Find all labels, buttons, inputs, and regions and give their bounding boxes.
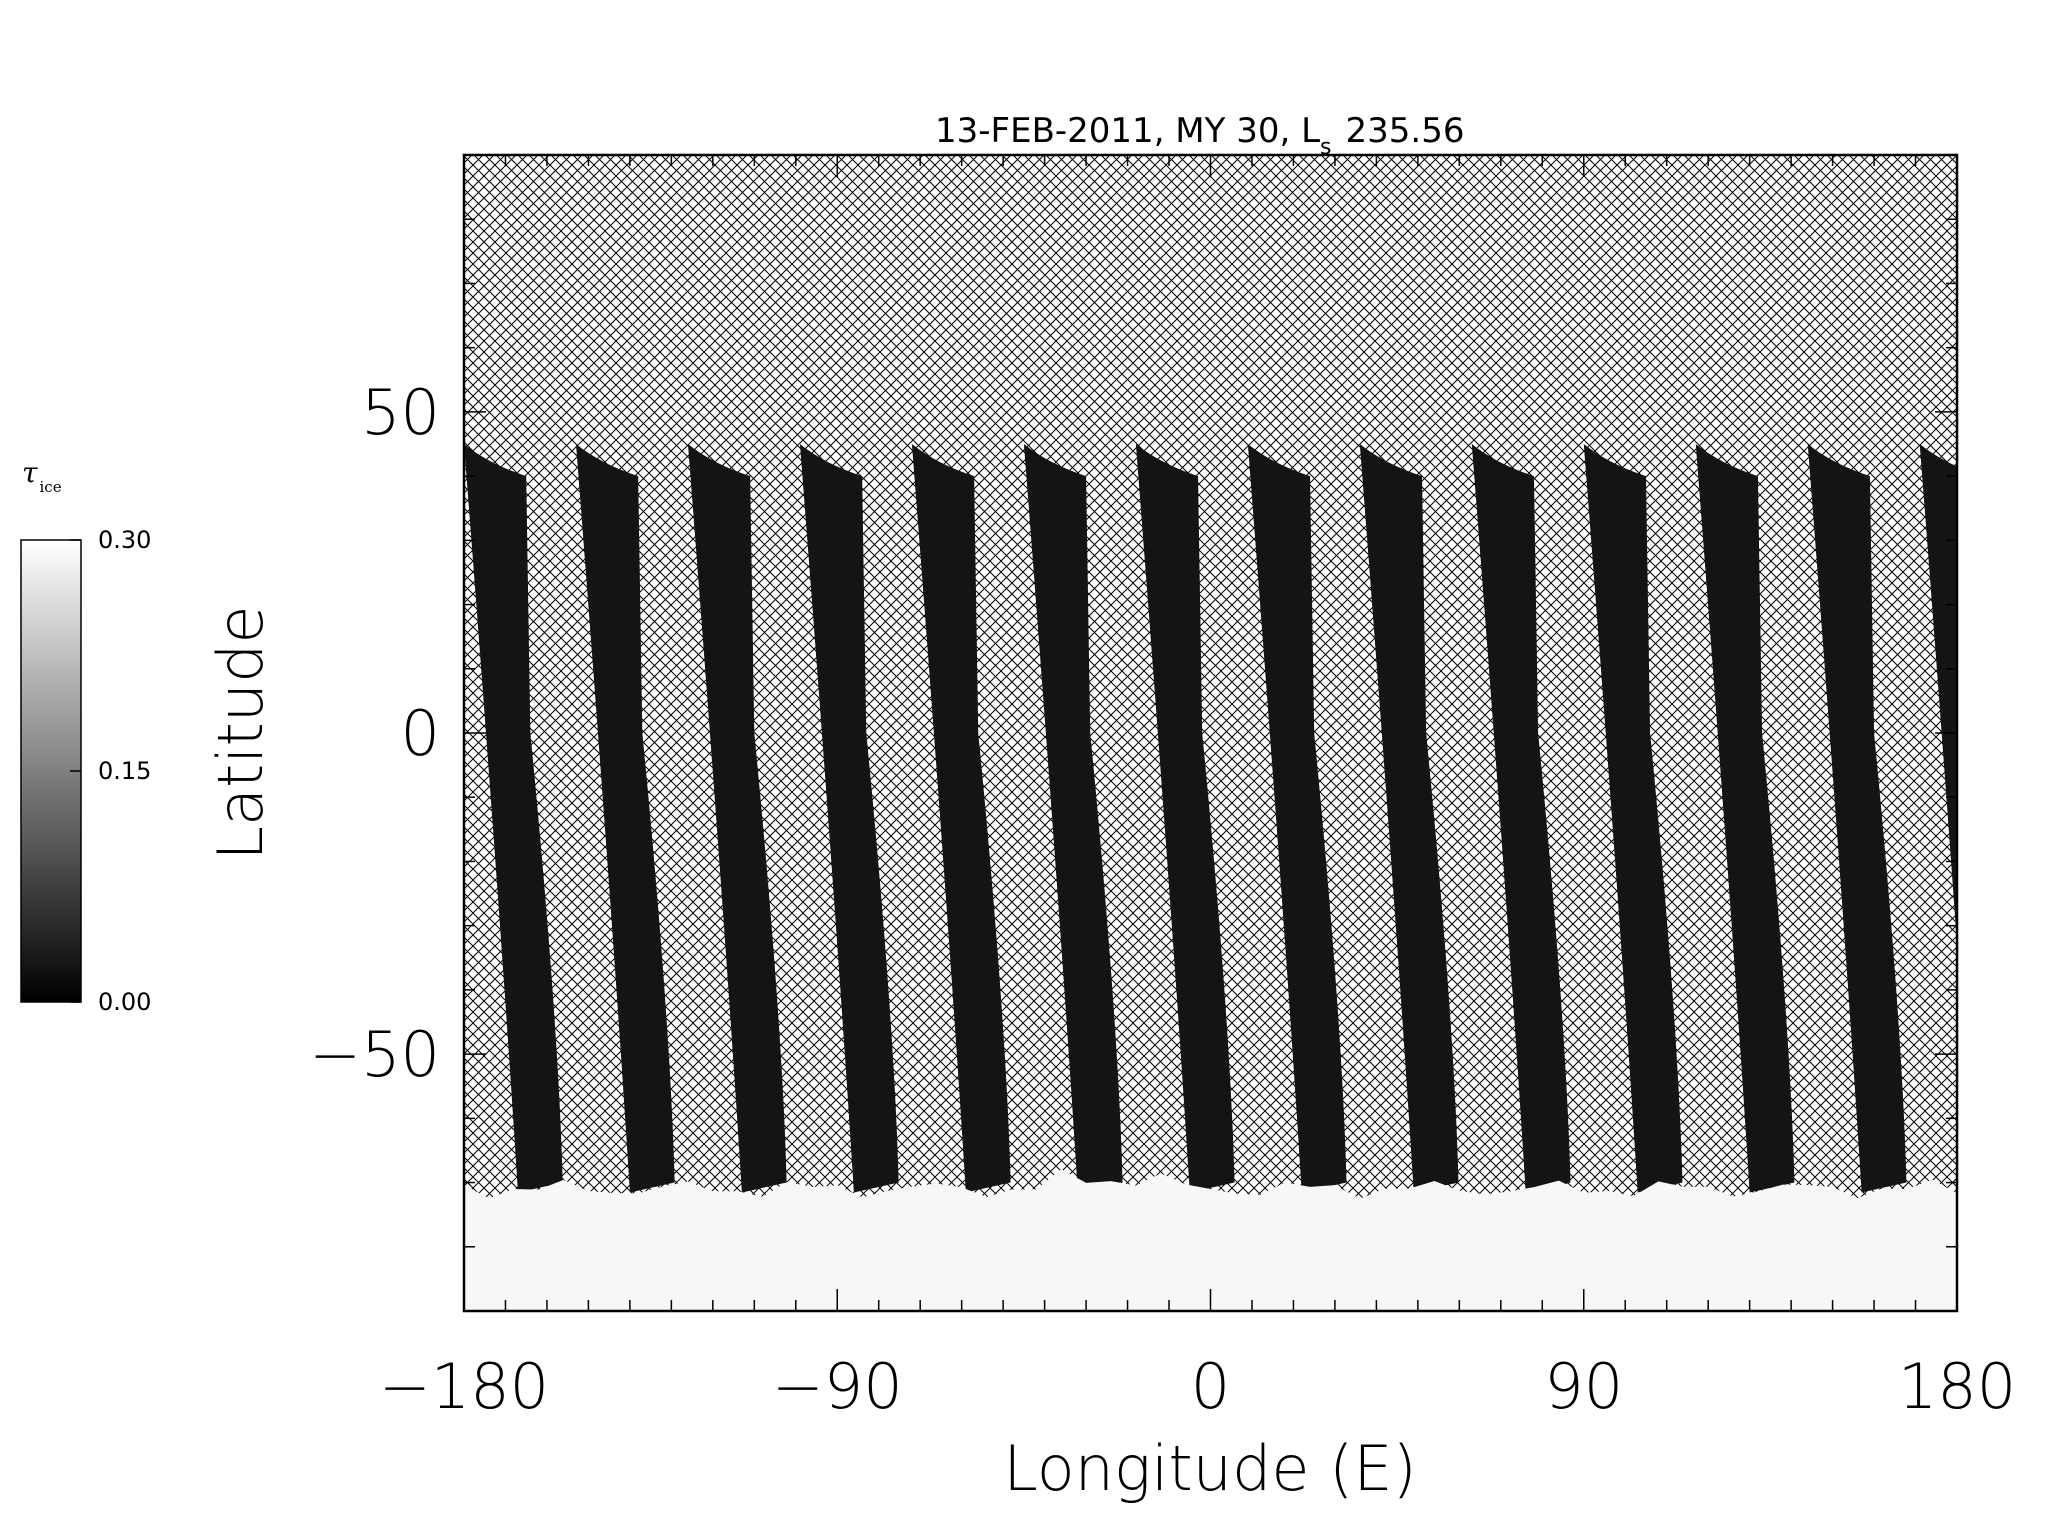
y-axis-label: Latitude xyxy=(204,605,277,860)
swath-11 xyxy=(1583,444,1683,1193)
colorbar-label: τ ice xyxy=(22,456,62,496)
chart-title-main: 13-FEB-2011, MY 30, L xyxy=(935,111,1320,151)
y-tick-label: 50 xyxy=(361,376,440,449)
swath-14 xyxy=(1919,444,1957,945)
swath-1 xyxy=(464,444,563,1193)
swath-5 xyxy=(911,444,1011,1193)
x-tick-label: −90 xyxy=(772,1350,903,1423)
colorbar-ticks: 0.00 0.15 0.30 xyxy=(70,526,151,1016)
x-tick-label: 180 xyxy=(1898,1350,2016,1423)
swath-3 xyxy=(687,444,787,1193)
chart-title-sub: s xyxy=(1320,135,1331,160)
colorbar-tick-label: 0.00 xyxy=(98,988,151,1016)
colorbar-label-symbol: τ xyxy=(22,456,38,489)
chart-title: 13-FEB-2011, MY 30, Ls 235.56 xyxy=(935,111,1464,160)
x-tick-label: −180 xyxy=(379,1350,549,1423)
swath-8 xyxy=(1247,444,1347,1193)
swath-6 xyxy=(1023,444,1123,1193)
y-tick-labels: −50 0 50 xyxy=(309,376,440,1091)
polar-ice-region xyxy=(464,1169,1957,1311)
swath-10 xyxy=(1471,444,1571,1193)
axis-ticks xyxy=(463,154,1958,1312)
swath-2 xyxy=(575,444,675,1193)
x-tick-label: 90 xyxy=(1544,1350,1623,1423)
y-tick-label: −50 xyxy=(309,1018,440,1091)
y-tick-label: 0 xyxy=(401,697,440,770)
data-layer xyxy=(464,444,1957,1311)
x-axis-label: Longitude (E) xyxy=(1003,1432,1416,1505)
colorbar-tick-label: 0.30 xyxy=(98,526,151,554)
x-tick-labels: −180 −90 0 90 180 xyxy=(379,1350,2016,1423)
swath-9 xyxy=(1359,444,1459,1193)
x-tick-label: 0 xyxy=(1191,1350,1230,1423)
chart-title-value: 235.56 xyxy=(1346,111,1465,151)
swath-12 xyxy=(1695,444,1795,1193)
swath-4 xyxy=(799,444,899,1193)
swath-13 xyxy=(1807,444,1907,1193)
swath-7 xyxy=(1135,444,1235,1193)
colorbar-label-sub: ice xyxy=(40,478,62,496)
colorbar-tick-label: 0.15 xyxy=(98,757,151,785)
